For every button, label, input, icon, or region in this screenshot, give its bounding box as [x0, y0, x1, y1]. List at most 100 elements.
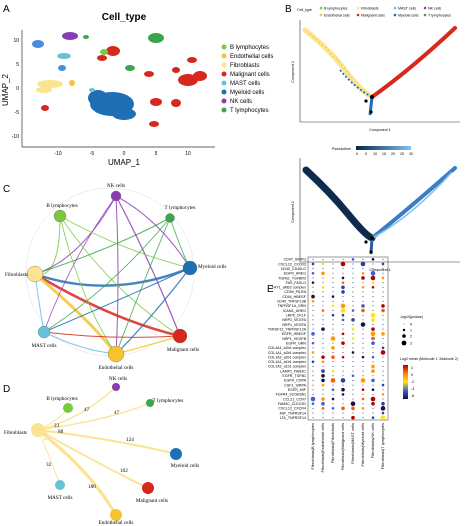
dotplot-row-label: COL1A2_a2b1 complex	[268, 355, 306, 359]
dotplot-dot	[321, 401, 325, 406]
dotplot-dot	[352, 272, 354, 274]
dotplot-dot	[322, 296, 324, 298]
dotplot-column-label: Fibroblasts|B lymphocytes	[310, 423, 315, 470]
trajectory-legend-item: NK cells	[428, 7, 441, 11]
dotplot-dot	[351, 327, 355, 331]
pseudotime-tick: 30	[409, 152, 413, 156]
dotplot-row-label: NRP1_VEGFB	[282, 337, 306, 341]
fibro-node-mal	[142, 482, 154, 494]
dotplot-dot	[350, 401, 356, 407]
umap-xtick: -5	[90, 151, 95, 157]
dotplot-dot	[340, 261, 346, 267]
dotplot-dot	[352, 291, 354, 293]
dotplot-dot	[312, 305, 314, 307]
dotplot-dot	[322, 351, 324, 353]
dotplot-dot	[352, 305, 354, 307]
dotplot-dot	[342, 347, 344, 349]
umap-cluster-myeloid	[88, 90, 136, 120]
dotplot-dot	[342, 328, 344, 330]
dotplot-dot	[321, 327, 325, 331]
dotplot-dot	[331, 388, 335, 392]
fibro-edge-weight: 32	[46, 462, 52, 468]
dotplot-dot	[312, 412, 314, 414]
dotplot-dot	[342, 398, 344, 400]
color-legend-bar	[403, 365, 408, 399]
network-node-b	[53, 209, 67, 223]
dotplot-dot	[352, 263, 354, 265]
dotplot-dot	[382, 296, 384, 298]
dotplot-column-label: Fibroblasts|Endothelial cells	[320, 423, 325, 473]
dotplot-dot	[332, 365, 334, 367]
size-legend-value: 1	[410, 329, 412, 333]
dotplot-dot	[371, 369, 375, 373]
dotplot-dot	[372, 268, 374, 270]
dotplot-dot	[322, 277, 324, 279]
dotplot-dot	[352, 393, 354, 395]
dotplot-dot	[312, 379, 314, 381]
dotplot-dot	[322, 291, 324, 293]
dotplot-row-label: CD44_HBEGF	[282, 295, 306, 299]
dotplot-dot	[332, 277, 334, 279]
dotplot-dot	[382, 370, 384, 372]
dotplot-dot	[322, 389, 324, 391]
dotplot-dot	[341, 281, 345, 284]
network-label: Endothelial cells	[99, 365, 134, 371]
dotplot-dot	[382, 361, 384, 363]
dotplot-dot	[332, 300, 334, 302]
umap-legend-item: NK cells	[230, 99, 252, 105]
trajectory-legend-item: Myeloid cells	[398, 14, 419, 18]
dotplot-dot	[362, 338, 364, 339]
dotplot-dot	[352, 384, 354, 386]
fibro-label: T lymphocytes	[153, 398, 184, 404]
dotplot-dot	[322, 333, 324, 335]
size-legend-value: 2	[410, 335, 412, 339]
dotplot-dot	[381, 411, 385, 415]
dotplot-dot	[351, 351, 355, 354]
umap-legend-item: Myeloid cells	[230, 90, 264, 96]
dotplot-dot	[372, 263, 374, 265]
dotplot-dot	[372, 305, 374, 307]
cell-network: NK cells B lymphocytes T lymphocytes Fib…	[5, 183, 226, 371]
dotplot-dot	[382, 324, 384, 326]
dotplot-dot	[321, 373, 325, 378]
dotplot-dot	[362, 393, 364, 395]
dotplot-row-label: LRP6_CKLF	[286, 314, 307, 318]
dotplot-dot	[352, 333, 354, 335]
pseudotime-title: Pseudotime	[332, 147, 351, 151]
dotplot-dot	[372, 310, 374, 312]
umap-legend-item: Fibroblasts	[230, 63, 259, 69]
dotplot-dot	[321, 309, 325, 312]
dotplot-dot	[372, 393, 374, 395]
dotplot-row-label: EGFR_AREG	[284, 272, 306, 276]
dotplot-dot	[312, 389, 314, 391]
dotplot-dot	[362, 268, 364, 270]
dotplot-dot	[342, 268, 344, 270]
trajectory-legend-item: B lymphocytes	[324, 7, 348, 11]
dotplot-dot	[311, 281, 315, 284]
umap-cluster-misc	[32, 40, 66, 71]
dotplot-dot	[352, 282, 354, 284]
network-label: B lymphocytes	[46, 203, 77, 209]
network-label: MAST cells	[31, 343, 56, 349]
dotplot-dot	[371, 355, 375, 359]
dotplot-dot	[372, 324, 374, 326]
dotplot-dot	[352, 347, 354, 349]
dotplot-dot	[381, 401, 385, 406]
dotplot-dot	[312, 347, 314, 349]
dotplot-row-label: COL1A2_a1b1 complex	[268, 365, 306, 369]
network-node-fib	[26, 265, 44, 283]
dotplot-row-label: CCL21_CCR7	[283, 397, 306, 401]
dotplot-dot	[312, 314, 314, 316]
dotplot-dot	[311, 299, 315, 303]
dotplot-dot	[332, 412, 334, 414]
umap-legend-item: MAST cells	[230, 81, 260, 87]
dotplot-dot	[342, 375, 344, 377]
dotplot-dot	[321, 383, 325, 387]
network-label: Myeloid cells	[198, 264, 226, 270]
trajectory-plot-celltype: Component 1 Component 2	[291, 20, 460, 132]
dotplot-dot	[342, 272, 344, 274]
dotplot-row-label: TNFRSF1A_GRN	[277, 304, 306, 308]
dotplot-dot	[311, 351, 315, 354]
dotplot-dot	[382, 356, 384, 358]
dotplot-dot	[312, 310, 314, 312]
